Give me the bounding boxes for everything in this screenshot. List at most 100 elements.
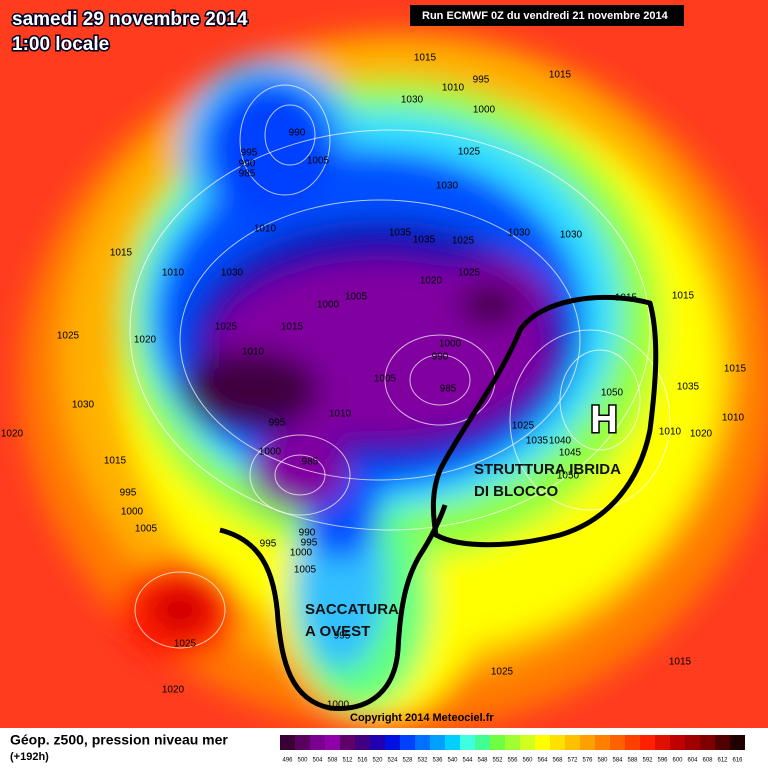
scale-label: 552: [492, 758, 503, 764]
scale-label: 508: [327, 758, 338, 764]
scale-swatch: [685, 735, 700, 750]
pressure-label: 1015: [549, 70, 572, 81]
pressure-labels: 1015995101010301000101599099599098510051…: [1, 53, 747, 711]
scale-label: 556: [507, 758, 518, 764]
copyright: Copyright 2014 Meteociel.fr: [350, 712, 494, 724]
scale-swatch: [670, 735, 685, 750]
scale-label: 540: [447, 758, 458, 764]
pressure-label: 985: [440, 384, 457, 395]
pressure-label: 1025: [512, 421, 535, 432]
pressure-label: 1050: [557, 471, 580, 482]
pressure-label: 995: [241, 148, 258, 159]
scale-label: 616: [732, 758, 743, 764]
scale-label: 520: [372, 758, 383, 764]
scale-swatch: [310, 735, 325, 750]
pressure-label: 1010: [254, 224, 277, 235]
scale-label: 496: [282, 758, 293, 764]
scale-swatch: [715, 735, 730, 750]
run-box: [410, 5, 684, 26]
scale-swatch: [550, 735, 565, 750]
pressure-label: 1000: [121, 507, 144, 518]
pressure-label: 995: [260, 539, 277, 550]
pressure-label: 1015: [724, 364, 747, 375]
scale-label: 536: [432, 758, 443, 764]
pressure-label: 1025: [458, 147, 481, 158]
scale-label: 588: [627, 758, 638, 764]
pressure-label: 995: [120, 488, 137, 499]
scale-swatch: [295, 735, 310, 750]
pressure-label: 985: [239, 169, 256, 180]
scale-swatch: [580, 735, 595, 750]
pressure-label: 1005: [374, 374, 397, 385]
pressure-label: 1005: [307, 156, 330, 167]
scale-label: 592: [642, 758, 653, 764]
pressure-label: 990: [289, 128, 306, 139]
scale-label: 504: [312, 758, 323, 764]
pressure-label: 1010: [162, 268, 185, 279]
annotation-outlines: [219, 294, 659, 711]
pressure-label: 990: [239, 159, 256, 170]
pressure-label: 1015: [672, 291, 695, 302]
scale-label: 612: [717, 758, 728, 764]
pressure-label: 1000: [473, 105, 496, 116]
scale-swatch: [565, 735, 580, 750]
scale-label: 572: [567, 758, 578, 764]
pressure-label: 1005: [135, 524, 158, 535]
trough-annotation: A OVEST: [305, 623, 370, 640]
pressure-label: 1020: [420, 276, 443, 287]
scale-swatch: [445, 735, 460, 750]
scale-swatch: [340, 735, 355, 750]
scale-label: 580: [597, 758, 608, 764]
pressure-label: 1045: [559, 448, 582, 459]
pressure-label: 1000: [259, 447, 282, 458]
scale-swatch: [325, 735, 340, 750]
color-scale: 496 500 504 508 512 516 520 524 528 532 536 540 544 5…: [280, 735, 745, 764]
pressure-label: 1025: [452, 236, 475, 247]
pressure-label: 1015: [110, 248, 133, 259]
pressure-label: 1010: [329, 409, 352, 420]
pressure-label: 990: [432, 352, 449, 363]
pressure-label: 1015: [669, 657, 692, 668]
scale-swatch: [280, 735, 295, 750]
scale-label: 576: [582, 758, 593, 764]
scale-label: 560: [522, 758, 533, 764]
lead-time: (+192h): [10, 751, 49, 763]
scale-label: 568: [552, 758, 563, 764]
pressure-label: 1030: [401, 95, 424, 106]
pressure-label: 1030: [508, 228, 531, 239]
trough-annotation: SACCATURA: [305, 601, 399, 618]
pressure-label: 1030: [221, 268, 244, 279]
scale-swatch: [700, 735, 715, 750]
pressure-label: 1040: [549, 436, 572, 447]
pressure-label: 1030: [560, 230, 583, 241]
pressure-label: 995: [269, 418, 286, 429]
scale-label: 600: [672, 758, 683, 764]
pressure-label: 1050: [601, 388, 624, 399]
scale-label: 544: [462, 758, 473, 764]
scale-swatch: [460, 735, 475, 750]
pressure-label: 1030: [72, 400, 95, 411]
scale-swatch: [355, 735, 370, 750]
pressure-label: 1005: [294, 565, 317, 576]
scale-swatch: [595, 735, 610, 750]
scale-label: 604: [687, 758, 698, 764]
scale-label: 524: [387, 758, 398, 764]
pressure-label: 1015: [281, 322, 304, 333]
scale-swatch: [505, 735, 520, 750]
block-annotation: STRUTTURA IBRIDA: [474, 461, 621, 478]
scale-label: 584: [612, 758, 623, 764]
scale-swatch: [655, 735, 670, 750]
pressure-label: 1025: [57, 331, 80, 342]
scale-label: 548: [477, 758, 488, 764]
scale-swatch: [535, 735, 550, 750]
scale-swatch: [415, 735, 430, 750]
map-time: 1:00 locale: [12, 34, 109, 55]
scale-swatch: [610, 735, 625, 750]
scale-swatch: [400, 735, 415, 750]
pressure-label: 1020: [1, 429, 24, 440]
block-annotation: DI BLOCCO: [474, 483, 558, 500]
pressure-label: 1000: [317, 300, 340, 311]
pressure-label: 1000: [290, 548, 313, 559]
pressure-label: 1025: [215, 322, 238, 333]
scale-swatch: [385, 735, 400, 750]
